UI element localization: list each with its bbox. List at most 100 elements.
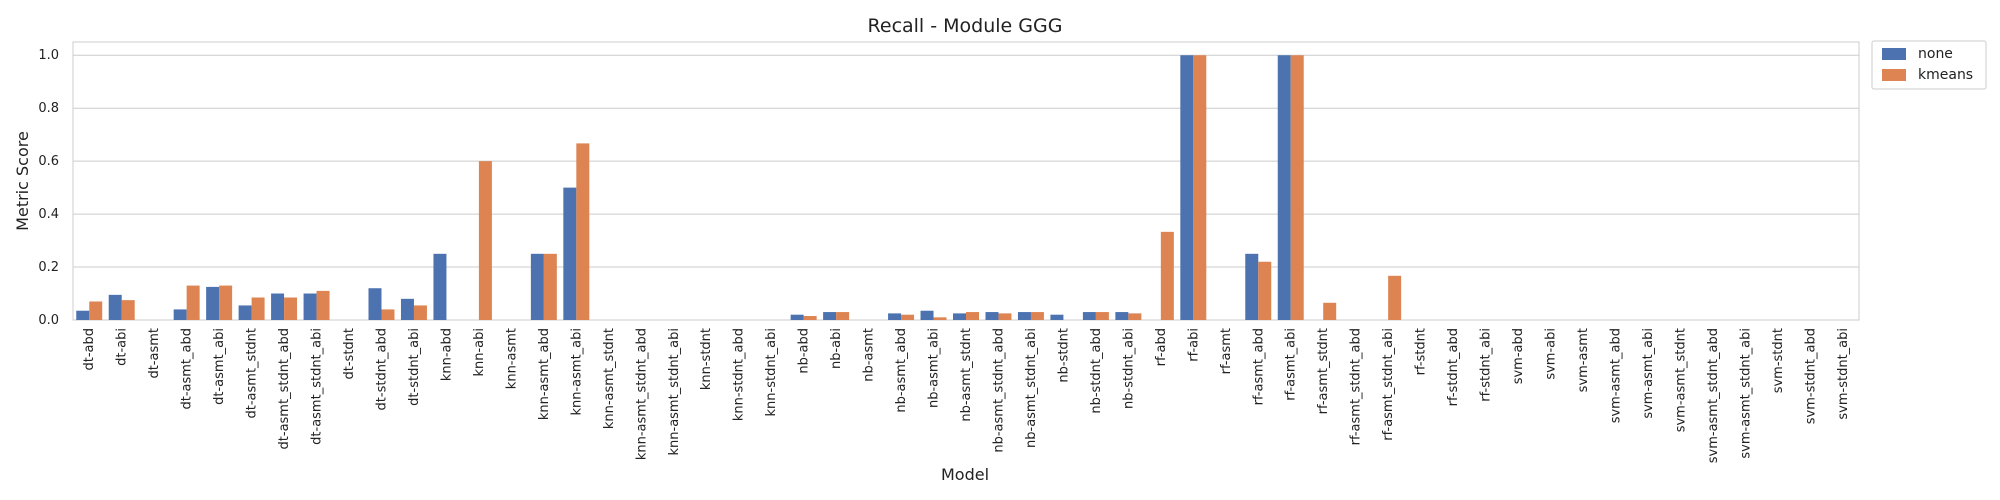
bar-none-dt-abd: [76, 310, 90, 320]
x-tick-label: dt-asmt_abd: [180, 328, 195, 410]
bar-kmeans-dt-asmt_abd: [186, 285, 200, 320]
legend: none kmeans: [1871, 40, 1987, 90]
x-tick-label: dt-asmt_stdnt: [245, 328, 260, 419]
bar-none-dt-asmt_abd: [173, 309, 187, 320]
x-tick-label: knn-stdnt: [699, 328, 714, 390]
bar-none-dt-stdnt_abd: [368, 288, 382, 320]
x-tick-label: nb-stdnt_abi: [1121, 328, 1136, 409]
x-tick-label: svm-abd: [1511, 328, 1526, 384]
y-tick-label: 0.0: [38, 313, 59, 328]
x-tick-label: nb-abi: [829, 328, 844, 369]
bar-kmeans-dt-asmt_stdnt_abi: [316, 290, 330, 320]
y-tick-labels: 0.0 0.2 0.4 0.6 0.8 1.0: [38, 48, 59, 328]
x-tick-label: svm-asmt: [1576, 328, 1591, 392]
x-tick-label: nb-asmt: [862, 328, 877, 382]
legend-swatch-none: [1882, 48, 1906, 60]
x-tick-label: svm-stdnt: [1771, 328, 1786, 393]
bar-none-nb-asmt_abi: [920, 310, 934, 320]
bar-none-dt-asmt_stdnt_abi: [303, 293, 317, 320]
bar-none-rf-asmt_abd: [1245, 253, 1259, 320]
x-tick-label: svm-abi: [1544, 328, 1559, 380]
legend-label-kmeans: kmeans: [1918, 67, 1973, 83]
x-tick-label: knn-asmt_stdnt_abd: [634, 328, 649, 460]
x-tick-label: dt-asmt_abi: [212, 328, 227, 405]
x-tick-label: dt-asmt_stdnt_abi: [310, 328, 325, 445]
x-tick-label: knn-asmt_abd: [537, 328, 552, 420]
x-tick-label: knn-abd: [439, 328, 454, 381]
x-tick-label: nb-asmt_abd: [894, 328, 909, 413]
x-tick-label: rf-asmt_abi: [1284, 328, 1299, 401]
bar-none-rf-abi: [1180, 55, 1194, 321]
x-tick-label: svm-asmt_stdnt: [1673, 328, 1688, 432]
bar-none-dt-asmt_stdnt: [238, 305, 252, 320]
x-tick-label: dt-stdnt: [342, 328, 357, 380]
bar-kmeans-knn-asmt_abd: [543, 253, 557, 320]
bar-kmeans-knn-asmt_abi: [576, 143, 590, 320]
chart-title: Recall - Module GGG: [868, 15, 1063, 37]
bar-kmeans-nb-asmt_abi: [933, 317, 947, 320]
bar-kmeans-nb-asmt_abd: [901, 314, 915, 320]
bar-none-knn-abd: [433, 253, 447, 320]
x-tick-label: dt-asmt_stdnt_abd: [277, 328, 292, 449]
y-tick-label: 0.6: [38, 154, 59, 169]
x-tick-label: knn-stdnt_abi: [764, 328, 779, 417]
bar-none-nb-stdnt: [1050, 314, 1064, 320]
x-tick-label: dt-stdnt_abi: [407, 328, 422, 406]
bar-kmeans-rf-asmt_abd: [1258, 261, 1272, 320]
bar-kmeans-nb-stdnt_abd: [1095, 312, 1109, 320]
legend-swatch-kmeans: [1882, 69, 1906, 81]
x-tick-label: knn-stdnt_abd: [732, 328, 747, 421]
bar-kmeans-nb-abd: [803, 316, 817, 320]
x-tick-label: nb-asmt_abi: [927, 328, 942, 408]
bar-kmeans-dt-asmt_stdnt: [251, 297, 265, 320]
y-tick-label: 1.0: [38, 48, 59, 63]
x-tick-label: rf-asmt_abd: [1251, 328, 1266, 405]
bar-none-nb-abd: [790, 314, 804, 320]
x-tick-label: rf-asmt_stdnt_abi: [1381, 328, 1396, 441]
bar-kmeans-nb-asmt_stdnt: [966, 312, 979, 320]
bar-kmeans-nb-abi: [836, 312, 850, 320]
grid-lines: [73, 54, 1859, 321]
x-tick-label: svm-asmt_abi: [1641, 328, 1656, 419]
x-tick-label: rf-asmt_stdnt: [1316, 328, 1331, 414]
x-tick-label: dt-abi: [115, 328, 130, 366]
x-tick-label: svm-stdnt_abi: [1836, 328, 1851, 420]
bar-kmeans-rf-asmt_abi: [1290, 55, 1304, 321]
x-tick-label: knn-asmt_stdnt: [602, 328, 617, 429]
x-tick-label: dt-abd: [82, 328, 97, 371]
x-tick-label: svm-stdnt_abd: [1803, 328, 1818, 424]
x-tick-label: svm-asmt_stdnt_abi: [1738, 328, 1753, 459]
x-tick-label: rf-abd: [1154, 328, 1169, 366]
x-tick-label: rf-asmt: [1219, 328, 1234, 374]
x-tick-label: nb-asmt_stdnt_abd: [991, 328, 1006, 453]
bar-none-knn-asmt_abi: [563, 187, 577, 320]
bar-kmeans-nb-asmt_stdnt_abi: [1030, 312, 1044, 320]
y-tick-label: 0.4: [38, 207, 59, 222]
bar-none-nb-asmt_abd: [888, 313, 902, 320]
legend-label-none: none: [1918, 46, 1953, 62]
bar-kmeans-dt-asmt_abi: [219, 285, 233, 320]
plot-area: [72, 41, 1860, 321]
bar-kmeans-dt-abi: [121, 300, 135, 320]
bar-kmeans-nb-stdnt_abi: [1128, 313, 1142, 320]
bar-none-dt-stdnt_abi: [400, 298, 414, 320]
x-tick-label: dt-asmt: [147, 328, 162, 379]
x-tick-label: dt-stdnt_abd: [374, 328, 389, 410]
x-tick-label: knn-abi: [472, 328, 487, 377]
x-tick-label: rf-stdnt: [1414, 328, 1429, 375]
y-axis-title: Metric Score: [13, 131, 32, 231]
bar-none-dt-asmt_stdnt_abd: [271, 293, 285, 320]
x-tick-label: nb-abd: [797, 328, 812, 374]
y-tick-label: 0.8: [38, 101, 59, 116]
bar-kmeans-dt-stdnt_abd: [381, 309, 395, 320]
bars: [76, 55, 1402, 321]
x-tick-label: rf-asmt_stdnt_abd: [1349, 328, 1364, 445]
bar-none-nb-asmt_stdnt: [953, 313, 966, 320]
bar-kmeans-rf-abd: [1160, 231, 1174, 320]
bar-none-nb-stdnt_abd: [1082, 312, 1096, 320]
bar-none-rf-asmt_abi: [1277, 55, 1291, 321]
x-tick-label: svm-asmt_abd: [1608, 328, 1623, 423]
x-tick-label: knn-asmt: [504, 328, 519, 389]
bar-kmeans-rf-abi: [1193, 55, 1207, 321]
